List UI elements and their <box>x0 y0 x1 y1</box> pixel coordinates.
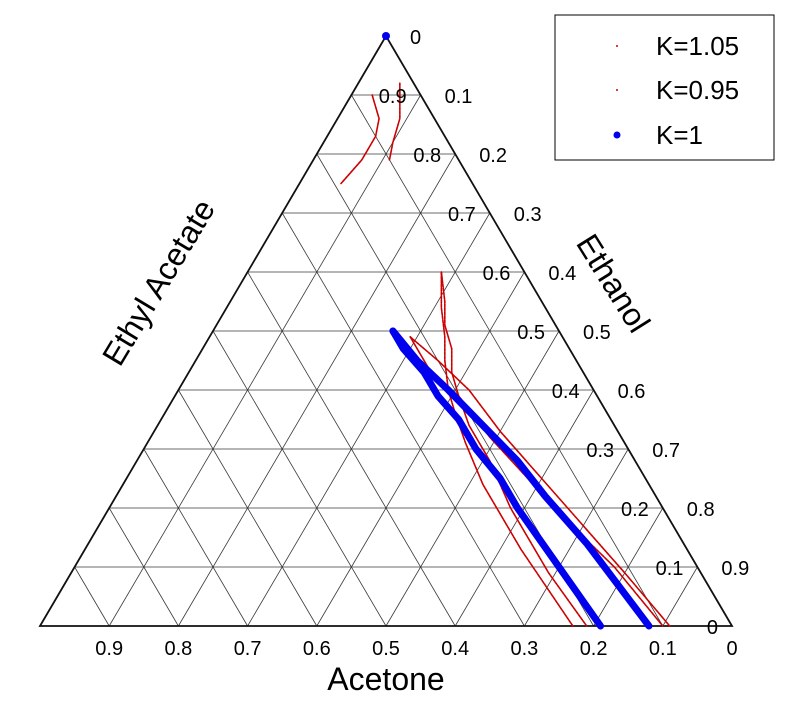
grid-line-a-6 <box>178 389 318 627</box>
tick-bottom-3: 0.6 <box>303 638 331 660</box>
tick-right-5: 0.5 <box>583 322 611 344</box>
axis-label-ethyl-acetate: Ethyl Acetate <box>95 193 222 372</box>
grid-line-a-5 <box>212 330 387 627</box>
tick-bottom-2: 0.7 <box>234 638 262 660</box>
tick-left-1: 0.1 <box>656 558 684 580</box>
legend-entry-k105: K=1.05 <box>656 31 739 61</box>
tick-bottom-0: 0.9 <box>95 638 123 660</box>
tick-left-2: 0.2 <box>621 499 649 521</box>
legend-entry-k1: K=1 <box>656 120 703 150</box>
triangle-frame <box>38 34 734 627</box>
tick-left-8: 0.8 <box>413 145 441 167</box>
tick-left-5: 0.5 <box>517 322 545 344</box>
triangle-outline <box>38 34 734 627</box>
grid-line-a-9 <box>74 566 110 627</box>
tick-right-2: 0.2 <box>479 145 507 167</box>
tick-right-3: 0.3 <box>514 204 542 226</box>
curve-0-0 <box>340 94 380 185</box>
legend: K=1.05 K=0.95 K=1 <box>554 14 775 161</box>
tick-labels: 0.9 0.8 0.7 0.6 0.5 0.4 0.3 0.2 0.1 000.10.20.30.… <box>95 27 749 660</box>
data-series <box>340 32 671 630</box>
tick-left-7: 0.7 <box>448 204 476 226</box>
tick-right-9: 0.9 <box>721 558 749 580</box>
tick-right-7: 0.7 <box>652 440 680 462</box>
grid-line-a-7 <box>143 448 248 627</box>
curve-2-0 <box>389 327 605 630</box>
point-2-0 <box>382 32 390 40</box>
curve-2-1 <box>389 327 653 630</box>
legend-marker-k105 <box>616 45 618 47</box>
series-k-0-95 <box>388 82 671 627</box>
grid-line-eth-6 <box>454 389 594 627</box>
grid-line-eth-7 <box>524 448 629 627</box>
grid-line-a-3 <box>281 212 525 627</box>
tick-right-1: 0.1 <box>445 86 473 108</box>
axis-label-acetone: Acetone <box>327 661 444 697</box>
tick-bottom-1: 0.8 <box>164 638 192 660</box>
tick-left-0: 0 <box>707 617 718 639</box>
curve-1-0 <box>388 82 401 161</box>
grid-line-a-1 <box>351 94 664 627</box>
tick-bottom-4: 0.5 <box>372 638 400 660</box>
tick-right-6: 0.6 <box>618 381 646 403</box>
tick-left-4: 0.4 <box>552 381 580 403</box>
grid-line-eth-9 <box>662 566 698 627</box>
tick-right-0: 0 <box>410 27 421 49</box>
grid-line-a-8 <box>108 507 179 627</box>
grid <box>74 94 698 627</box>
legend-entry-k095: K=0.95 <box>656 75 739 105</box>
grid-line-eth-3 <box>247 212 491 627</box>
tick-right-4: 0.4 <box>548 263 576 285</box>
legend-marker-k095 <box>616 89 618 91</box>
series-k-1 <box>382 32 653 630</box>
curve-1-1 <box>440 271 574 627</box>
tick-bottom-9: 0 <box>726 638 737 660</box>
grid-line-eth-1 <box>108 94 421 627</box>
grid-line-eth-5 <box>385 330 560 627</box>
tick-left-3: 0.3 <box>586 440 614 462</box>
tick-bottom-7: 0.2 <box>580 638 608 660</box>
tick-bottom-5: 0.4 <box>441 638 469 660</box>
legend-marker-k1 <box>613 131 621 139</box>
grid-line-eth-8 <box>593 507 664 627</box>
tick-bottom-6: 0.3 <box>510 638 538 660</box>
tick-left-9: 0.9 <box>379 86 407 108</box>
tick-left-6: 0.6 <box>483 263 511 285</box>
tick-right-8: 0.8 <box>687 499 715 521</box>
tick-bottom-8: 0.1 <box>649 638 677 660</box>
legend-box <box>554 14 775 161</box>
curve-1-2 <box>409 336 671 627</box>
